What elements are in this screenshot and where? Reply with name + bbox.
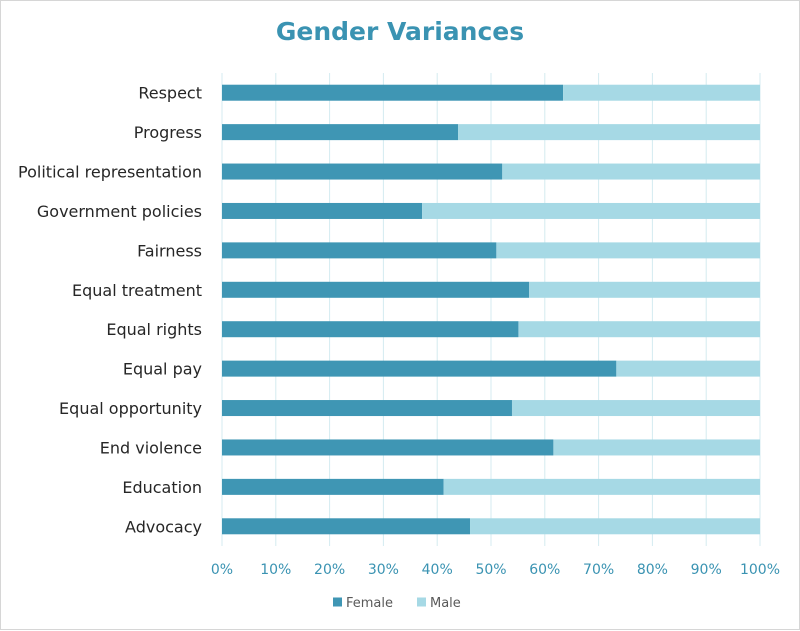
- category-label: Equal opportunity: [59, 399, 202, 418]
- bar-female: [222, 84, 564, 101]
- chart-title: Gender Variances: [275, 17, 525, 46]
- category-label: Fairness: [137, 241, 202, 260]
- bar-male: [458, 124, 760, 141]
- legend-swatch-female: [333, 597, 342, 607]
- category-label: Respect: [138, 84, 202, 103]
- x-tick-label: 70%: [583, 562, 614, 578]
- bar-male: [563, 84, 760, 101]
- x-tick-label: 80%: [637, 562, 668, 578]
- category-label: End violence: [100, 438, 202, 457]
- legend-label-female: Female: [346, 596, 393, 611]
- bar-female: [222, 360, 617, 377]
- x-tick-label: 90%: [691, 562, 722, 578]
- x-tick-label: 20%: [314, 562, 345, 578]
- category-label: Equal rights: [106, 320, 202, 339]
- x-tick-label: 40%: [422, 562, 453, 578]
- bar-female: [222, 281, 530, 298]
- bar-female: [222, 321, 519, 338]
- x-tick-label: 50%: [475, 562, 506, 578]
- bar-female: [222, 163, 503, 180]
- bar-male: [443, 478, 760, 495]
- bar-male: [496, 242, 760, 259]
- x-tick-label: 100%: [740, 562, 780, 578]
- bar-male: [422, 202, 760, 219]
- category-label: Progress: [134, 123, 202, 142]
- bar-female: [222, 400, 512, 417]
- bar-female: [222, 478, 444, 495]
- category-label: Equal treatment: [72, 281, 202, 300]
- category-label: Equal pay: [123, 360, 202, 379]
- legend-label-male: Male: [430, 596, 461, 611]
- x-tick-label: 0%: [211, 562, 233, 578]
- category-label: Education: [122, 478, 202, 497]
- category-label: Government policies: [37, 202, 202, 221]
- x-tick-label: 10%: [260, 562, 291, 578]
- bar-male: [502, 163, 760, 180]
- legend-swatch-male: [417, 597, 426, 607]
- bar-male: [518, 321, 760, 338]
- x-tick-label: 30%: [368, 562, 399, 578]
- x-tick-label: 60%: [529, 562, 560, 578]
- bar-female: [222, 518, 471, 535]
- category-label: Political representation: [18, 163, 202, 182]
- bar-male: [553, 439, 760, 456]
- bar-female: [222, 242, 497, 259]
- bar-male: [470, 518, 760, 535]
- bar-female: [222, 439, 554, 456]
- bar-female: [222, 124, 459, 141]
- bar-male: [529, 281, 760, 298]
- bar-male: [511, 400, 760, 417]
- bar-male: [616, 360, 760, 377]
- category-label: Advocacy: [125, 517, 202, 536]
- bar-female: [222, 202, 423, 219]
